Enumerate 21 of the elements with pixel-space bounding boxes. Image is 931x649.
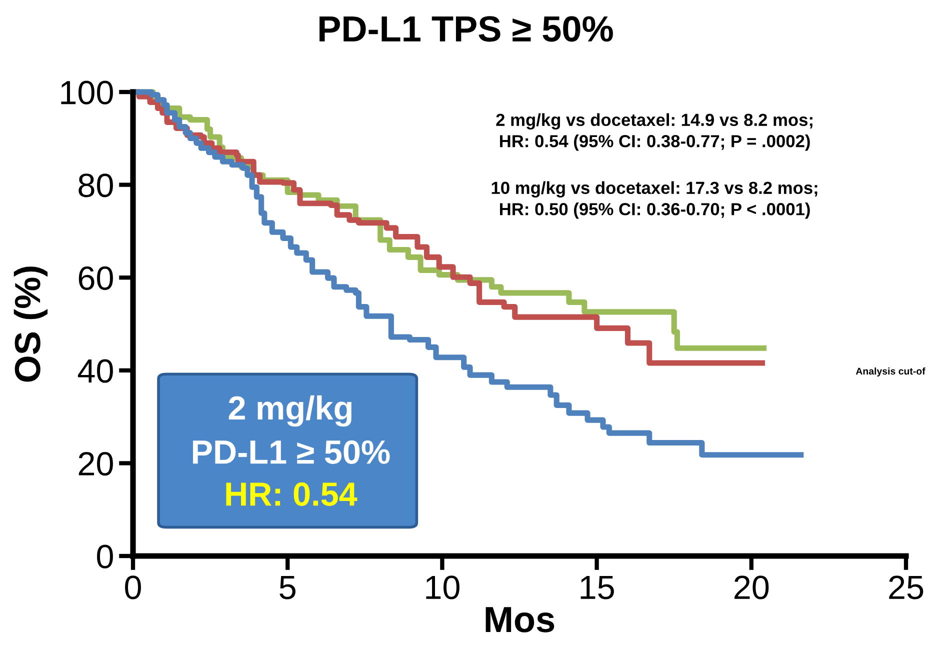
annotation: 2 mg/kg vs docetaxel: 14.9 vs 8.2 mos; HR: 0.54 (95% CI: 0.38-0.77; P = .0002) xyxy=(496,113,812,151)
x-tick-label: 0 xyxy=(125,576,141,600)
x-tick-label: 5 xyxy=(280,576,296,600)
x-axis-title: Mos xyxy=(486,607,554,632)
x-tick-label: 15 xyxy=(580,576,614,600)
annotation: 2 mg/kg xyxy=(228,395,352,427)
x-tick-label: 20 xyxy=(734,576,769,600)
y-tick-label: 100 xyxy=(61,80,113,104)
y-tick-label: 60 xyxy=(78,266,113,290)
y-tick-label: 40 xyxy=(78,359,113,383)
y-tick-label: 0 xyxy=(97,544,113,568)
chart-title: PD-L1 TPS ≥ 50% xyxy=(320,16,613,42)
x-tick-label: 10 xyxy=(426,576,460,600)
annotation: HR: 0.54 xyxy=(226,482,358,506)
y-tick-label: 20 xyxy=(78,452,113,476)
y-tick-label: 80 xyxy=(78,174,113,198)
annotation: PD-L1 ≥ 50% xyxy=(193,440,390,464)
y-axis-title: OS (%) xyxy=(14,266,48,382)
annotation: Analysis cut-of xyxy=(856,367,926,377)
annotation: 10 mg/kg vs docetaxel: 17.3 vs 8.2 mos; HR: 0.50 (95% CI: 0.36-0.70; P < .0001) xyxy=(492,181,818,219)
x-tick-label: 25 xyxy=(889,576,924,600)
